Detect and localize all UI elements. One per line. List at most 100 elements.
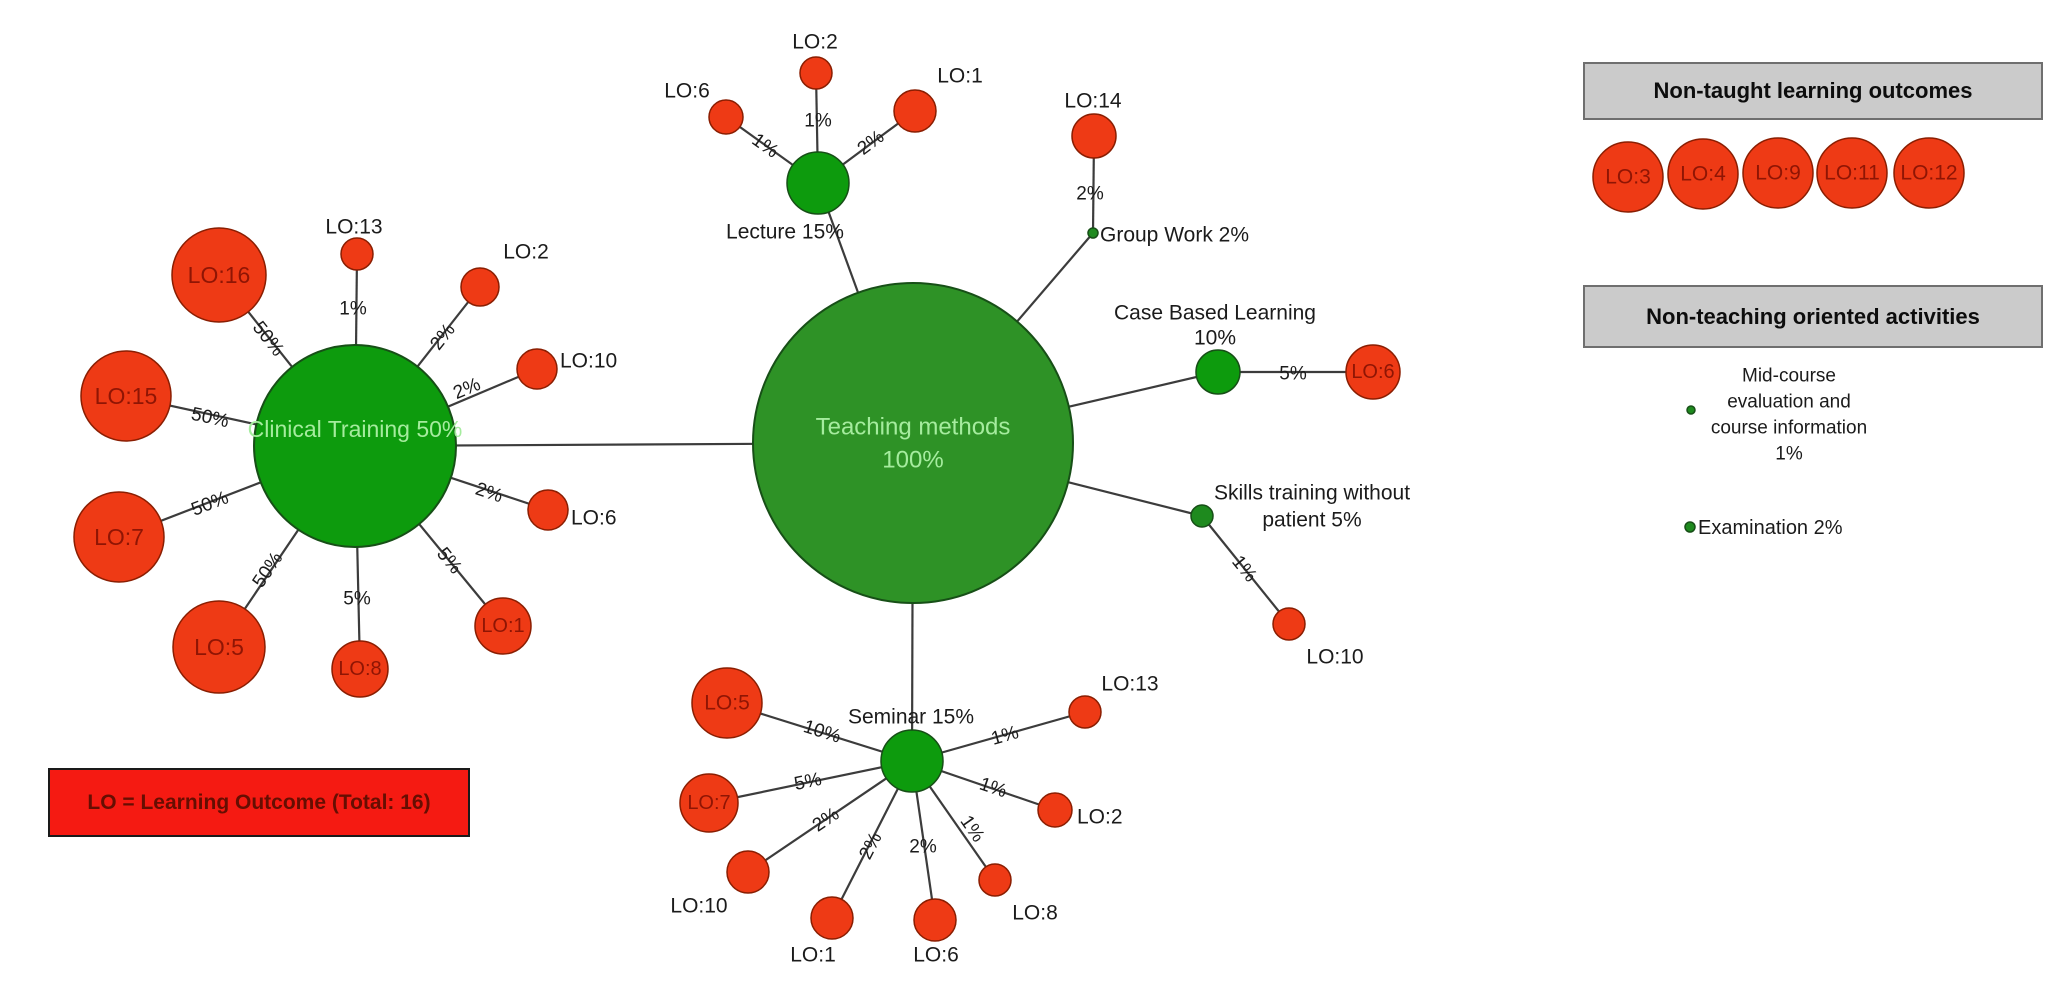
edge-seminar-sem-lo10 — [747, 760, 913, 873]
node-ct-lo15-circle — [80, 350, 172, 442]
node-nt-lo4-circle — [1667, 138, 1739, 210]
node-lecture-label: Lecture 15% — [726, 221, 844, 244]
node-skills-label: Skills training without — [1214, 482, 1410, 505]
node-nt-lo11-circle — [1816, 137, 1888, 209]
node-ct-lo8-label: LO:8 — [338, 658, 381, 680]
node-midcourse-label: evaluation and — [1727, 392, 1851, 413]
node-nt-lo9-label: LO:9 — [1755, 162, 1801, 185]
node-clinical-circle — [253, 344, 457, 548]
node-nt-lo12-circle — [1893, 137, 1965, 209]
edge-label-seminar-sem-lo10: 2% — [809, 804, 844, 837]
edge-label-clinical-ct-lo6: 2% — [473, 479, 506, 508]
node-ct-lo1-circle — [474, 597, 532, 655]
node-midcourse-label: Mid-course — [1742, 366, 1836, 387]
node-clinical-label: Clinical Training 50% — [248, 416, 463, 442]
node-cbl-lo6-circle — [1345, 344, 1401, 400]
node-ct-lo7-label: LO:7 — [94, 524, 144, 550]
node-midcourse-circle — [1686, 405, 1696, 415]
node-sem-lo13-label: LO:13 — [1101, 673, 1158, 696]
node-nt-lo11-label: LO:11 — [1824, 162, 1880, 185]
node-lec-lo6-label: LO:6 — [664, 80, 710, 103]
node-sem-lo8-circle — [978, 863, 1012, 897]
node-lec-lo6-circle — [708, 99, 744, 135]
node-ct-lo16-label: LO:16 — [188, 262, 251, 288]
edge-label-lecture-lec-lo1: 2% — [854, 126, 889, 159]
edge-label-seminar-sem-lo1: 2% — [855, 829, 886, 863]
node-ct-lo5-label: LO:5 — [194, 634, 244, 660]
node-ct-lo13-circle — [340, 237, 374, 271]
node-sem-lo10-circle — [726, 850, 770, 894]
edge-label-seminar-sem-lo5: 10% — [801, 716, 844, 747]
node-lec-lo1-circle — [893, 89, 937, 133]
node-lec-lo2-circle — [799, 56, 833, 90]
node-sem-lo6-circle — [913, 898, 957, 942]
node-ct-lo2-circle — [460, 267, 500, 307]
node-ct-lo10-circle — [516, 348, 558, 390]
node-ct-lo10-label: LO:10 — [560, 350, 617, 373]
node-sk-lo10-circle — [1272, 607, 1306, 641]
node-sem-lo1-circle — [810, 896, 854, 940]
node-ct-lo2-label: LO:2 — [503, 241, 549, 264]
node-ct-lo13-label: LO:13 — [325, 216, 382, 239]
node-gw-lo14-circle — [1071, 113, 1117, 159]
edge-label-clinical-ct-lo10: 2% — [450, 374, 484, 404]
node-ct-lo15-label: LO:15 — [95, 383, 158, 409]
legend-label: LO = Learning Outcome (Total: 16) — [87, 790, 431, 814]
node-cbl-lo6-label: LO:6 — [1351, 361, 1394, 383]
node-lec-lo2-label: LO:2 — [792, 31, 838, 54]
node-sem-lo5-label: LO:5 — [704, 692, 750, 715]
edge-label-clinical-ct-lo13: 1% — [339, 299, 367, 320]
node-lec-lo1-label: LO:1 — [937, 65, 983, 88]
node-sem-lo7-label: LO:7 — [687, 792, 730, 814]
node-nt-lo9-circle — [1742, 137, 1814, 209]
node-sem-lo10-label: LO:10 — [670, 895, 727, 918]
node-sem-lo5-circle — [691, 667, 763, 739]
edge-label-groupwork-gw-lo14: 2% — [1076, 184, 1104, 205]
activities-header-box: Non-teaching oriented activities — [1583, 285, 2043, 348]
node-ct-lo5-circle — [172, 600, 266, 694]
node-teaching-label: Teaching methods — [816, 414, 1011, 441]
node-groupwork-label: Group Work 2% — [1100, 224, 1249, 247]
node-cbl-circle — [1195, 349, 1241, 395]
node-seminar-label: Seminar 15% — [848, 706, 974, 729]
node-lecture-circle — [786, 151, 850, 215]
edge-label-lecture-lec-lo2: 1% — [804, 111, 832, 132]
node-nt-lo4-label: LO:4 — [1680, 163, 1726, 186]
node-sem-lo13-circle — [1068, 695, 1102, 729]
edge-label-clinical-ct-lo7: 50% — [188, 487, 231, 520]
node-sem-lo7-circle — [679, 773, 739, 833]
edge-label-seminar-sem-lo2: 1% — [977, 774, 1010, 803]
edge-label-clinical-ct-lo15: 50% — [189, 404, 231, 433]
node-ct-lo6-circle — [527, 489, 569, 531]
node-sem-lo1-label: LO:1 — [790, 944, 836, 967]
node-sem-lo6-label: LO:6 — [913, 944, 959, 967]
node-ct-lo8-circle — [331, 640, 389, 698]
node-ct-lo16-circle — [171, 227, 267, 323]
node-teaching-circle — [752, 282, 1074, 604]
node-sk-lo10-label: LO:10 — [1306, 646, 1363, 669]
edge-seminar-sem-lo7 — [708, 759, 913, 805]
node-ct-lo7-circle — [73, 491, 165, 583]
node-examination-label: Examination 2% — [1698, 517, 1843, 539]
edge-label-lecture-lec-lo6: 1% — [748, 129, 783, 162]
node-nt-lo3-label: LO:3 — [1605, 166, 1651, 189]
node-sem-lo2-circle — [1037, 792, 1073, 828]
non-taught-header-label: Non-taught learning outcomes — [1653, 78, 1973, 103]
node-midcourse-label: course information — [1711, 418, 1867, 439]
node-skills-circle — [1190, 504, 1214, 528]
edge-label-seminar-sem-lo13: 1% — [989, 722, 1021, 750]
node-gw-lo14-label: LO:14 — [1064, 90, 1122, 113]
node-cbl-label: 10% — [1194, 327, 1236, 350]
edge-label-seminar-sem-lo7: 5% — [792, 769, 823, 795]
edge-label-seminar-sem-lo6: 2% — [909, 837, 937, 858]
node-groupwork-circle — [1087, 227, 1099, 239]
node-teaching-label: 100% — [882, 447, 943, 474]
edge-label-seminar-sem-lo8: 1% — [956, 812, 989, 847]
legend-box: LO = Learning Outcome (Total: 16) — [48, 768, 470, 837]
edge-label-clinical-ct-lo8: 5% — [343, 589, 371, 610]
node-nt-lo12-label: LO:12 — [1900, 162, 1957, 185]
node-cbl-label: Case Based Learning — [1114, 302, 1316, 325]
edge-skills-sk-lo10 — [1201, 515, 1290, 625]
